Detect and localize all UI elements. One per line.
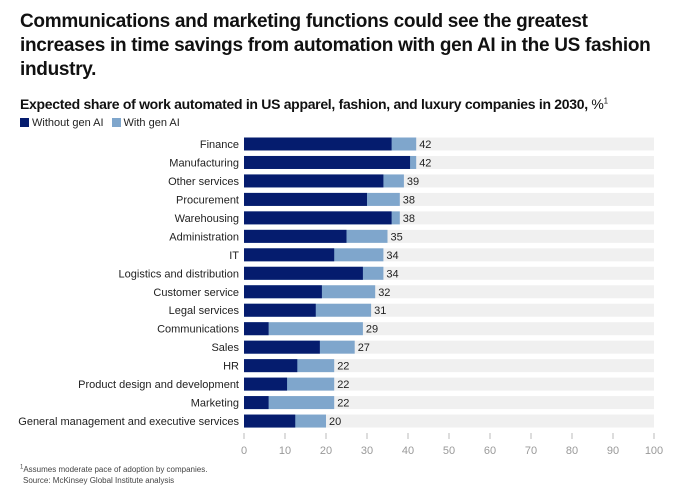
bar-without-gen-ai: [244, 396, 269, 410]
bar-without-gen-ai: [244, 303, 316, 317]
data-label: 35: [391, 231, 403, 243]
source-note: Source: McKinsey Global Institute analys…: [23, 476, 175, 485]
footnote-mark: 1: [20, 464, 24, 471]
bar-without-gen-ai: [244, 359, 298, 373]
bar-track: [244, 414, 654, 428]
legend-label-with: With gen AI: [123, 117, 180, 129]
category-label: Logistics and distribution: [119, 268, 239, 280]
subtitle-unit: %: [591, 96, 604, 112]
data-label: 31: [374, 305, 386, 317]
x-tick-label: 30: [361, 445, 373, 457]
category-label: Procurement: [176, 194, 239, 206]
data-label: 38: [403, 194, 415, 206]
category-label: HR: [223, 361, 239, 373]
chart-title: Communications and marketing functions c…: [20, 11, 651, 80]
x-tick-label: 10: [279, 445, 291, 457]
data-label: 29: [366, 324, 378, 336]
bar-without-gen-ai: [244, 285, 322, 299]
bar-without-gen-ai: [244, 192, 367, 206]
category-label: Other services: [168, 176, 239, 188]
bar-with-gen-ai: [244, 322, 363, 336]
footnote-text: Assumes moderate pace of adoption by com…: [23, 465, 208, 474]
data-label: 20: [329, 416, 341, 428]
data-label: 34: [386, 268, 398, 280]
bar-without-gen-ai: [244, 266, 363, 280]
bar-without-gen-ai: [244, 137, 392, 151]
legend-swatch-without: [20, 118, 29, 127]
bar-without-gen-ai: [244, 174, 384, 188]
footnote: 1Assumes moderate pace of adoption by co…: [20, 464, 688, 475]
bar-without-gen-ai: [244, 414, 296, 428]
bar-without-gen-ai: [244, 211, 392, 225]
x-tick-label: 50: [443, 445, 455, 457]
subtitle-footnote-mark: 1: [603, 96, 608, 106]
bar-track: [244, 396, 654, 410]
x-tick-label: 60: [484, 445, 496, 457]
category-label: Legal services: [169, 305, 240, 317]
bar-track: [244, 359, 654, 373]
data-label: 42: [419, 139, 431, 151]
category-label: Communications: [157, 324, 239, 336]
data-label: 27: [358, 342, 370, 354]
category-label: IT: [229, 250, 239, 262]
x-tick-label: 100: [645, 445, 663, 457]
category-label: Product design and development: [78, 379, 239, 391]
bar-without-gen-ai: [244, 377, 288, 391]
bar-without-gen-ai: [244, 340, 320, 354]
category-label: Administration: [169, 231, 239, 243]
data-label: 22: [337, 379, 349, 391]
subtitle-text: Expected share of work automated in US a…: [20, 96, 588, 112]
footnotes: 1Assumes moderate pace of adoption by co…: [0, 460, 688, 492]
data-label: 42: [419, 157, 431, 169]
plot-area: Finance 42 Manufacturing 42 Other services 39…: [18, 137, 663, 457]
category-label: Sales: [211, 342, 239, 354]
x-tick-label: 90: [607, 445, 619, 457]
x-tick-label: 0: [241, 445, 247, 457]
legend-label-without: Without gen AI: [32, 117, 104, 129]
data-label: 34: [386, 250, 398, 262]
category-label: Manufacturing: [169, 157, 239, 169]
data-label: 39: [407, 176, 419, 188]
data-label: 22: [337, 398, 349, 410]
bar-without-gen-ai: [244, 155, 411, 169]
category-label: Finance: [200, 139, 239, 151]
x-tick-label: 70: [525, 445, 537, 457]
legend-swatch-with: [111, 118, 121, 127]
data-label: 22: [337, 361, 349, 373]
legend: Without gen AI With gen AI: [0, 113, 688, 130]
x-tick-label: 40: [402, 445, 414, 457]
bar-without-gen-ai: [244, 229, 347, 243]
x-tick-label: 80: [566, 445, 578, 457]
category-label: Marketing: [191, 398, 239, 410]
category-label: Customer service: [153, 287, 239, 299]
category-label: Warehousing: [175, 213, 239, 225]
chart-subtitle: Expected share of work automated in US a…: [0, 82, 688, 113]
category-label: General management and executive service…: [18, 416, 239, 428]
data-label: 38: [403, 213, 415, 225]
legend-item-without: Without gen AI: [20, 116, 104, 130]
bar-without-gen-ai: [244, 248, 335, 262]
bar-track: [244, 377, 654, 391]
legend-item-with: With gen AI: [111, 116, 180, 130]
data-label: 32: [378, 287, 390, 299]
x-tick-label: 20: [320, 445, 332, 457]
bar-without-gen-ai: [244, 322, 269, 336]
